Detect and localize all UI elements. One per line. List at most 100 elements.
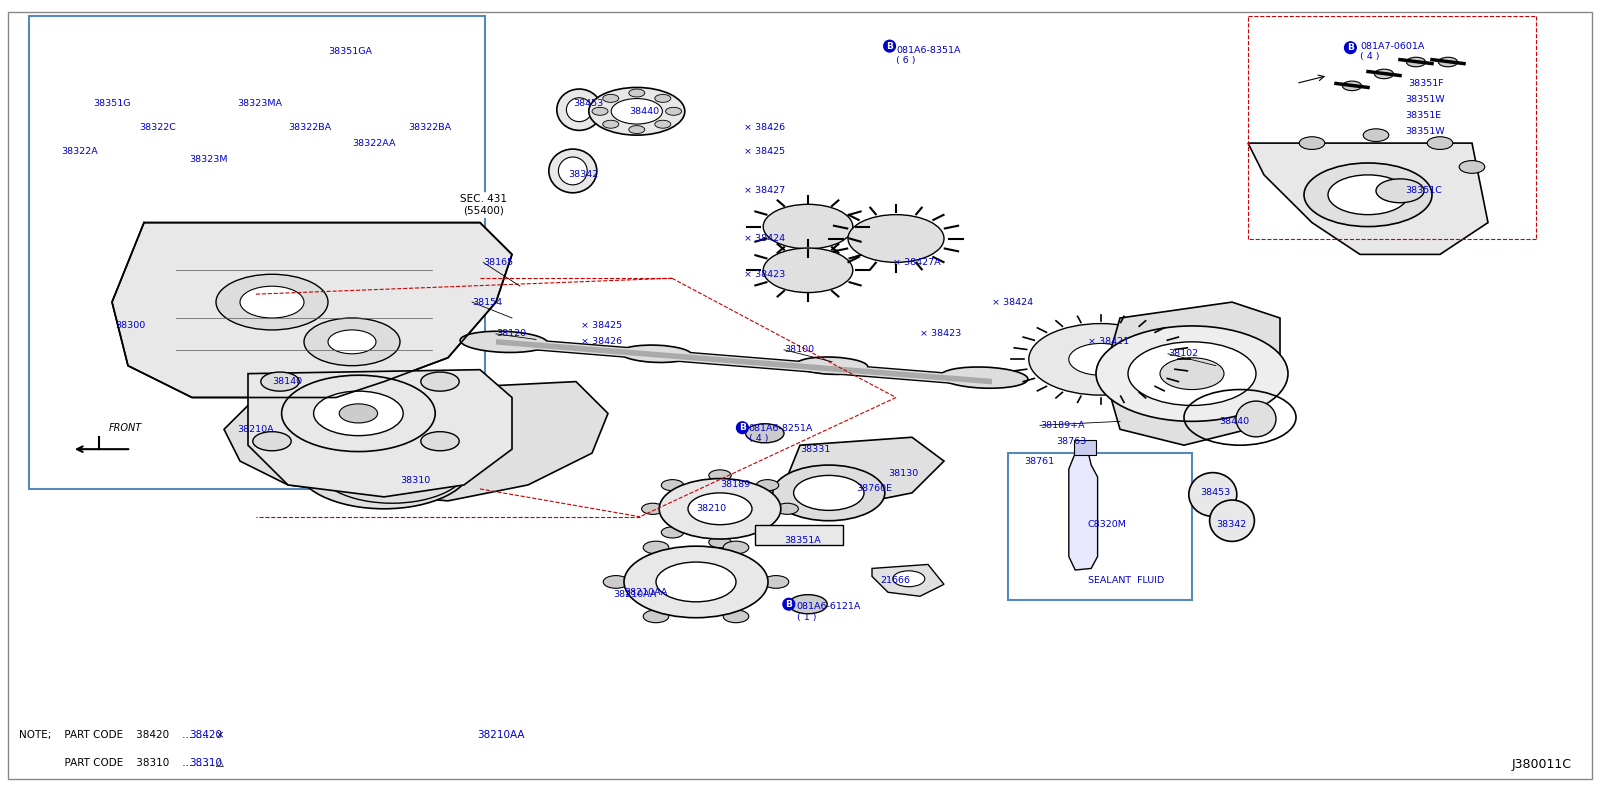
Circle shape — [421, 372, 459, 391]
Ellipse shape — [557, 89, 602, 130]
Circle shape — [1374, 69, 1394, 79]
Circle shape — [603, 95, 619, 103]
Text: 38310: 38310 — [400, 476, 430, 486]
Text: 21666: 21666 — [880, 576, 910, 585]
Text: × 38427: × 38427 — [744, 186, 786, 196]
Text: 38351G: 38351G — [93, 99, 130, 108]
Circle shape — [1128, 342, 1256, 405]
Circle shape — [661, 527, 683, 538]
Text: × 38426: × 38426 — [581, 337, 622, 347]
Text: × 38424: × 38424 — [992, 297, 1034, 307]
Circle shape — [746, 424, 784, 443]
Ellipse shape — [797, 357, 867, 374]
Ellipse shape — [1189, 472, 1237, 517]
Polygon shape — [224, 382, 608, 501]
Circle shape — [328, 437, 440, 493]
Circle shape — [709, 470, 731, 481]
Text: 38130: 38130 — [888, 468, 918, 478]
Circle shape — [763, 204, 853, 249]
Circle shape — [304, 318, 400, 366]
Text: 38140: 38140 — [272, 377, 302, 386]
Polygon shape — [1248, 143, 1488, 254]
Circle shape — [757, 527, 779, 538]
Text: 38420: 38420 — [189, 731, 222, 740]
Circle shape — [421, 432, 459, 451]
Text: 38322BA: 38322BA — [408, 122, 451, 132]
Text: 38342: 38342 — [568, 170, 598, 180]
Circle shape — [360, 453, 408, 477]
Text: 38120: 38120 — [496, 329, 526, 339]
Text: 38453: 38453 — [573, 99, 603, 108]
Ellipse shape — [941, 367, 1027, 388]
Text: 38210AA: 38210AA — [613, 590, 656, 599]
Text: × 38423: × 38423 — [744, 270, 786, 279]
Text: 38310: 38310 — [189, 758, 222, 768]
Text: PART CODE    38310    ......... △: PART CODE 38310 ......... △ — [19, 758, 224, 768]
Polygon shape — [1069, 452, 1098, 570]
Circle shape — [624, 546, 768, 618]
Text: SEC. 431
(55400): SEC. 431 (55400) — [459, 194, 507, 216]
Circle shape — [1406, 57, 1426, 67]
Text: 38189: 38189 — [720, 480, 750, 490]
Circle shape — [216, 274, 328, 330]
Text: 081A6-8351A
( 6 ): 081A6-8351A ( 6 ) — [896, 46, 960, 65]
Circle shape — [339, 404, 378, 423]
Ellipse shape — [1235, 401, 1277, 437]
Ellipse shape — [461, 332, 547, 352]
Circle shape — [723, 610, 749, 622]
Text: 38351W: 38351W — [1405, 126, 1445, 136]
Text: 38761: 38761 — [1024, 456, 1054, 466]
Text: 38210AA: 38210AA — [624, 588, 667, 597]
Text: 38154: 38154 — [472, 297, 502, 307]
Text: 38210A: 38210A — [237, 425, 274, 434]
Polygon shape — [112, 223, 512, 398]
Text: 38323M: 38323M — [189, 154, 227, 164]
Text: × 38425: × 38425 — [581, 321, 622, 331]
Text: 38300: 38300 — [115, 321, 146, 331]
Text: B: B — [739, 423, 746, 432]
Circle shape — [592, 107, 608, 115]
Circle shape — [1376, 179, 1424, 203]
Circle shape — [629, 126, 645, 134]
Ellipse shape — [1210, 500, 1254, 541]
Text: FRONT: FRONT — [109, 423, 142, 433]
Circle shape — [1096, 326, 1288, 421]
Text: 38351F: 38351F — [1408, 79, 1443, 88]
Ellipse shape — [621, 345, 691, 363]
Text: 38351C: 38351C — [1405, 186, 1442, 196]
Circle shape — [282, 375, 435, 452]
Text: 38342: 38342 — [1216, 520, 1246, 529]
Circle shape — [296, 421, 472, 509]
Ellipse shape — [549, 149, 597, 193]
Text: 38210AA: 38210AA — [477, 731, 525, 740]
Text: × 38427A: × 38427A — [893, 258, 941, 267]
Text: × 38424: × 38424 — [744, 234, 786, 243]
Text: 38331: 38331 — [800, 444, 830, 454]
Circle shape — [1342, 81, 1362, 91]
Polygon shape — [872, 564, 944, 596]
Text: × 38423: × 38423 — [920, 329, 962, 339]
Circle shape — [666, 107, 682, 115]
Circle shape — [643, 541, 669, 554]
Text: 38322A: 38322A — [61, 146, 98, 156]
Text: 38323MA: 38323MA — [237, 99, 282, 108]
Text: 38351W: 38351W — [1405, 95, 1445, 104]
Circle shape — [1029, 324, 1173, 395]
Text: J380011C: J380011C — [1510, 758, 1571, 771]
Text: B: B — [886, 41, 893, 51]
Circle shape — [589, 87, 685, 135]
Text: × 38425: × 38425 — [744, 146, 786, 156]
Circle shape — [709, 537, 731, 548]
Text: 38763: 38763 — [1056, 436, 1086, 446]
Text: × 38421: × 38421 — [1088, 337, 1130, 347]
Text: 38351A: 38351A — [784, 536, 821, 545]
Bar — [1074, 440, 1096, 455]
Circle shape — [629, 89, 645, 97]
Ellipse shape — [566, 98, 592, 122]
Circle shape — [643, 610, 669, 622]
Text: B: B — [786, 599, 792, 609]
Circle shape — [893, 571, 925, 587]
Circle shape — [1459, 161, 1485, 173]
Circle shape — [1427, 137, 1453, 149]
Circle shape — [789, 595, 827, 614]
